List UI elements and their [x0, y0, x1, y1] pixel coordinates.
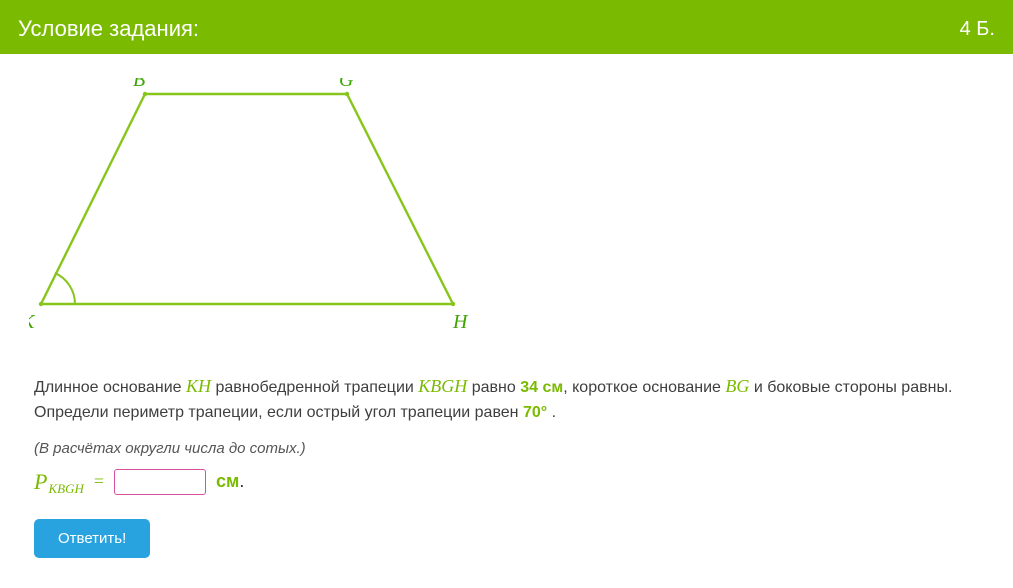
- problem-statement: Длинное основание KH равнобедренной трап…: [34, 373, 979, 426]
- rounding-hint: (В расчётах округли числа до сотых.): [34, 440, 979, 457]
- text-fragment: равно: [472, 379, 520, 396]
- trapezoid-svg: K B G H: [29, 78, 489, 338]
- text-fragment: , короткое основание: [563, 379, 725, 396]
- task-content: KBGH Длинное основание KH равнобедренной…: [0, 54, 1013, 588]
- unit-label: см.: [216, 471, 244, 492]
- svg-text:H: H: [452, 311, 469, 333]
- trapezoid-diagram: K B G H: [29, 78, 979, 343]
- perimeter-symbol: PKBGH: [34, 469, 84, 495]
- symbol-p: P: [34, 469, 47, 494]
- header-title: Условие задания:: [18, 16, 199, 42]
- text-fragment: равнобедренной трапеции: [215, 379, 418, 396]
- svg-text:B: B: [133, 78, 145, 91]
- answer-row: PKBGH = см.: [34, 469, 979, 495]
- var-bg: BG: [725, 376, 749, 396]
- submit-button[interactable]: Ответить!: [34, 519, 150, 558]
- symbol-sub: KBGH: [48, 481, 83, 496]
- text-fragment: .: [547, 404, 556, 421]
- task-header: Условие задания: 4 Б.: [0, 4, 1013, 54]
- var-kh: KH: [186, 376, 211, 396]
- equals-sign: =: [94, 471, 104, 492]
- svg-text:K: K: [29, 311, 36, 333]
- svg-text:G: G: [339, 78, 354, 91]
- perimeter-input[interactable]: [114, 469, 206, 495]
- text-fragment: Длинное основание: [34, 379, 186, 396]
- header-points: 4 Б.: [960, 18, 995, 41]
- value-70deg: 70°: [523, 404, 547, 421]
- var-kbgh: KBGH: [418, 376, 467, 396]
- value-34cm: 34 см: [520, 379, 563, 396]
